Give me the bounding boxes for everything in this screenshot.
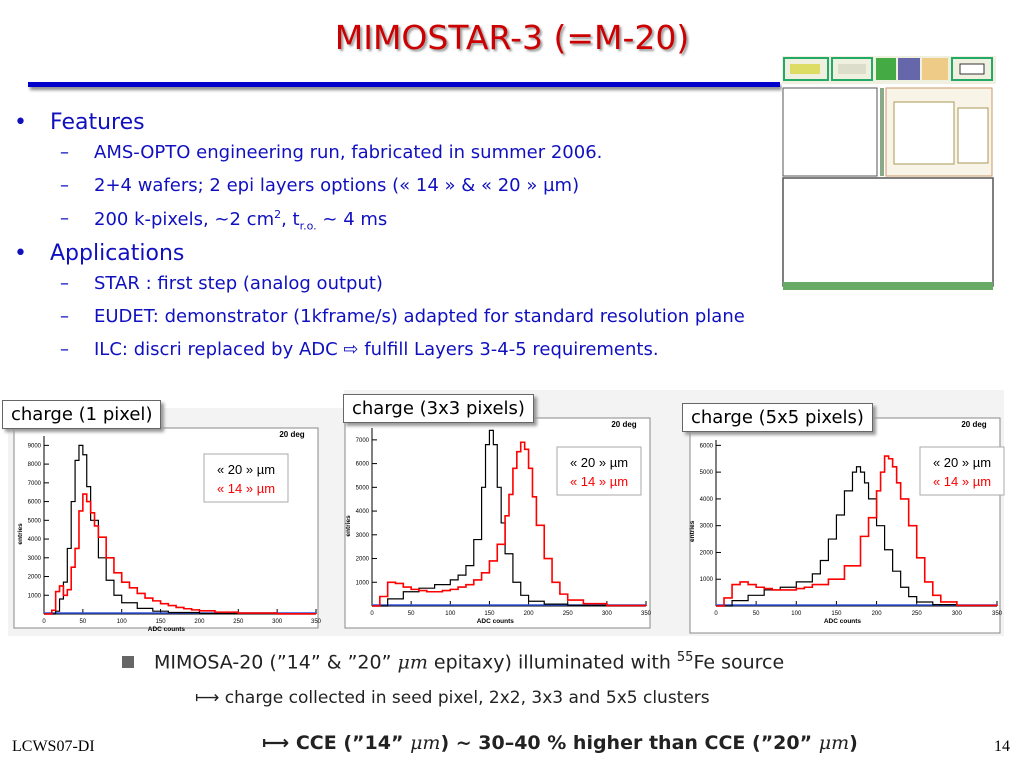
x-tick-label: 350 <box>641 611 652 617</box>
y-tick-label: 4000 <box>356 509 370 515</box>
slide-title: MIMOSTAR-3 (=M-20) <box>334 18 690 57</box>
histogram-1: 0 50 100 150 200 250 300 350 1000 2000 3000 4000 500… <box>13 427 322 633</box>
x-tick-label: 100 <box>445 611 456 617</box>
legend-entry-14um: « 14 » µm <box>570 474 628 489</box>
bullet-features: Features <box>14 110 745 142</box>
plot-label-1: charge (1 pixel) <box>2 400 162 429</box>
x-tick-label: 200 <box>524 611 535 617</box>
y-axis-label: entries <box>689 520 696 542</box>
y-tick-label: 2000 <box>28 575 42 581</box>
legend-entry-20um: « 20 » µm <box>570 455 628 470</box>
x-tick-label: 0 <box>42 619 46 625</box>
y-tick-label: 6000 <box>28 500 42 506</box>
x-tick-label: 200 <box>194 619 205 625</box>
y-tick-label: 5000 <box>356 485 370 491</box>
plot-tag: 20 deg <box>961 420 986 429</box>
x-tick-label: 150 <box>156 619 167 625</box>
legend-box <box>919 446 1005 496</box>
bullet-list: Features –AMS-OPTO engineering run, fabr… <box>14 110 745 372</box>
x-tick-label: 350 <box>992 611 1003 617</box>
chip-layout-image <box>782 56 996 292</box>
y-axis-label: entries <box>17 523 24 545</box>
y-tick-label: 6000 <box>700 443 714 449</box>
caption-line-3: ⟼ CCE (”14” μm) ~ 30–40 % higher than CC… <box>262 732 858 754</box>
x-tick-label: 50 <box>753 611 760 617</box>
x-tick-label: 100 <box>791 611 802 617</box>
y-tick-label: 2000 <box>700 550 714 556</box>
x-tick-label: 100 <box>117 619 128 625</box>
series-line-20um <box>372 429 646 607</box>
legend-entry-20um: « 20 » µm <box>217 462 275 477</box>
page-number: 14 <box>994 738 1010 755</box>
y-tick-label: 1000 <box>700 577 714 583</box>
plot-tag: 20 deg <box>279 430 304 439</box>
legend-box <box>203 453 289 503</box>
y-tick-label: 6000 <box>356 462 370 468</box>
histogram-2: 0 50 100 150 200 250 300 350 1000 2000 3000 4000 500… <box>344 417 652 629</box>
x-axis-label: ADC counts <box>477 618 515 625</box>
legend-entry-14um: « 14 » µm <box>933 474 991 489</box>
y-tick-label: 2000 <box>356 557 370 563</box>
x-axis-label: ADC counts <box>148 626 186 633</box>
x-tick-label: 50 <box>408 611 415 617</box>
x-tick-label: 150 <box>831 611 842 617</box>
x-tick-label: 200 <box>872 611 883 617</box>
x-tick-label: 0 <box>714 611 718 617</box>
sub-bullet: – AMS-OPTO engineering run, fabricated in… <box>60 142 603 163</box>
x-tick-label: 250 <box>233 619 244 625</box>
plot-label-3: charge (5x5 pixels) <box>682 403 873 432</box>
y-tick-label: 3000 <box>700 524 714 530</box>
histogram-3: 0 50 100 150 200 250 300 350 1000 2000 3000 4000 500… <box>689 417 1005 634</box>
title-rule <box>28 82 780 87</box>
square-bullet-icon <box>122 656 134 669</box>
sub-bullet: – ILC: discri replaced by ADC ⇨ fulfill L… <box>60 339 659 360</box>
y-tick-label: 9000 <box>28 443 42 449</box>
footer-left: LCWS07-DI <box>12 738 95 755</box>
x-tick-label: 250 <box>912 611 923 617</box>
sub-bullet: – STAR : first step (analog output) <box>60 273 383 294</box>
sub-bullet: –200 k-pixels, ~2 cm2, tr.o. ~ 4 ms <box>60 208 388 233</box>
x-tick-label: 150 <box>484 611 495 617</box>
x-axis-label: ADC counts <box>824 618 862 625</box>
y-tick-label: 5000 <box>28 518 42 524</box>
y-tick-label: 4000 <box>700 497 714 503</box>
legend-box <box>556 446 642 496</box>
caption-line-2: ⟼ charge collected in seed pixel, 2x2, 3… <box>195 688 710 708</box>
y-tick-label: 3000 <box>356 533 370 539</box>
series-line-20um <box>716 466 997 607</box>
legend-entry-14um: « 14 » µm <box>217 481 275 496</box>
y-tick-label: 1000 <box>356 580 370 586</box>
x-tick-label: 300 <box>952 611 963 617</box>
arrow-icon: ⟼ <box>262 732 296 754</box>
y-tick-label: 1000 <box>28 593 42 599</box>
y-tick-label: 7000 <box>28 481 42 487</box>
y-tick-label: 7000 <box>356 438 370 444</box>
y-tick-label: 8000 <box>28 462 42 468</box>
x-tick-label: 300 <box>272 619 283 625</box>
x-tick-label: 350 <box>311 619 322 625</box>
y-axis-label: entries <box>345 515 352 537</box>
plot-tag: 20 deg <box>611 420 636 429</box>
sub-bullet: –2+4 wafers; 2 epi layers options (« 14 … <box>60 175 580 196</box>
y-tick-label: 3000 <box>28 556 42 562</box>
y-tick-label: 4000 <box>28 537 42 543</box>
series-line-14um <box>372 441 647 607</box>
legend-entry-20um: « 20 » µm <box>933 455 991 470</box>
x-tick-label: 0 <box>370 611 374 617</box>
x-tick-label: 50 <box>80 619 87 625</box>
x-tick-label: 250 <box>563 611 574 617</box>
y-tick-label: 5000 <box>700 470 714 476</box>
series-line-14um <box>716 455 998 607</box>
bullet-applications: Applications <box>14 241 745 273</box>
arrow-icon: ⟼ <box>195 688 225 708</box>
plot-label-2: charge (3x3 pixels) <box>343 394 534 423</box>
sub-bullet: – EUDET: demonstrator (1kframe/s) adapted… <box>60 306 745 327</box>
caption-line-1: MIMOSA-20 (”14” & ”20” μm epitaxy) illum… <box>122 650 784 673</box>
series-line-14um <box>44 493 317 615</box>
x-tick-label: 300 <box>602 611 613 617</box>
